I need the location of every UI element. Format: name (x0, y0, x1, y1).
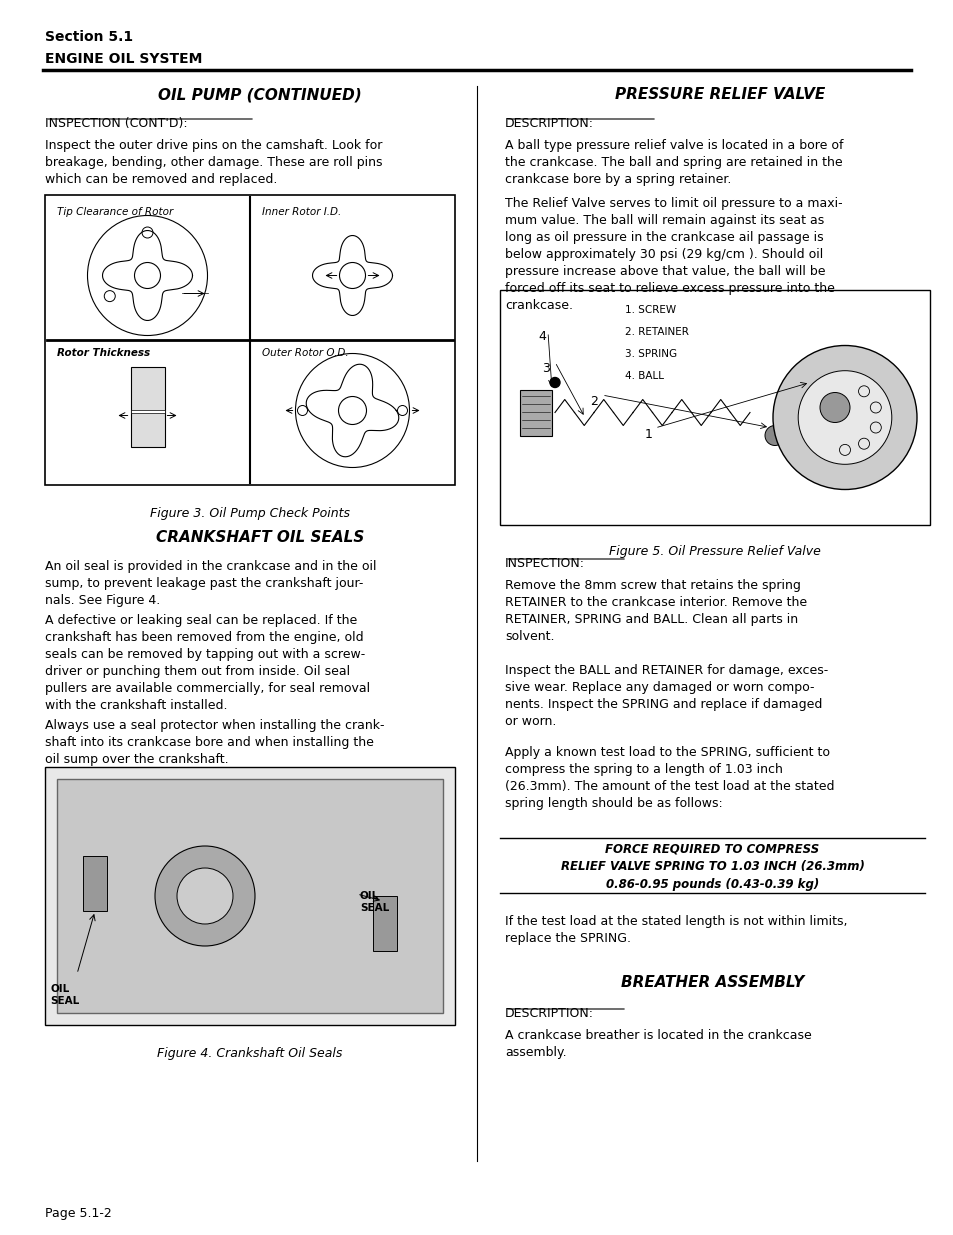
Circle shape (764, 426, 784, 446)
Text: A crankcase breather is located in the crankcase
assembly.: A crankcase breather is located in the c… (504, 1029, 811, 1058)
Text: Rotor Thickness: Rotor Thickness (57, 348, 150, 358)
Text: ENGINE OIL SYSTEM: ENGINE OIL SYSTEM (45, 52, 202, 65)
Circle shape (154, 846, 254, 946)
Bar (499, 290, 929, 525)
Text: CRANKSHAFT OIL SEALS: CRANKSHAFT OIL SEALS (155, 530, 364, 545)
Text: 0.86-0.95 pounds (0.43-0.39 kg): 0.86-0.95 pounds (0.43-0.39 kg) (605, 878, 819, 890)
Bar (57, 779, 442, 1013)
Text: Remove the 8mm screw that retains the spring
RETAINER to the crankcase interior.: Remove the 8mm screw that retains the sp… (504, 579, 806, 643)
Text: Inner Rotor I.D.: Inner Rotor I.D. (262, 207, 341, 217)
Circle shape (820, 393, 849, 422)
Text: DESCRIPTION:: DESCRIPTION: (504, 1007, 594, 1020)
Bar (519, 389, 552, 436)
Text: OIL
SEAL: OIL SEAL (359, 890, 389, 913)
Bar (83, 856, 107, 911)
Text: Tip Clearance of Rotor: Tip Clearance of Rotor (57, 207, 173, 217)
Text: 1: 1 (644, 429, 652, 441)
Text: 1. SCREW: 1. SCREW (624, 305, 676, 315)
Text: OIL
SEAL: OIL SEAL (50, 984, 79, 1005)
Text: Outer Rotor O.D.: Outer Rotor O.D. (262, 348, 348, 358)
Circle shape (772, 346, 916, 489)
Bar (373, 897, 396, 951)
Text: INSPECTION (CONT'D):: INSPECTION (CONT'D): (45, 117, 188, 130)
Text: OIL PUMP (CONTINUED): OIL PUMP (CONTINUED) (158, 86, 361, 103)
Text: Page 5.1-2: Page 5.1-2 (45, 1207, 112, 1220)
Text: 2. RETAINER: 2. RETAINER (624, 327, 688, 337)
Text: Inspect the outer drive pins on the camshaft. Look for
breakage, bending, other : Inspect the outer drive pins on the cams… (45, 140, 382, 186)
Circle shape (550, 378, 559, 388)
Text: DESCRIPTION:: DESCRIPTION: (504, 117, 594, 130)
Text: A defective or leaking seal can be replaced. If the
crankshaft has been removed : A defective or leaking seal can be repla… (45, 614, 370, 713)
Text: INSPECTION:: INSPECTION: (504, 557, 584, 571)
Text: FORCE REQUIRED TO COMPRESS: FORCE REQUIRED TO COMPRESS (605, 842, 819, 855)
Bar (131, 368, 164, 447)
Text: Section 5.1: Section 5.1 (45, 30, 133, 44)
Circle shape (798, 370, 891, 464)
Bar (45, 195, 455, 485)
Text: The Relief Valve serves to limit oil pressure to a maxi-
mum value. The ball wil: The Relief Valve serves to limit oil pre… (504, 198, 841, 312)
Text: 4: 4 (537, 330, 545, 343)
Bar (131, 410, 164, 414)
Text: 3: 3 (541, 362, 549, 375)
Text: PRESSURE RELIEF VALVE: PRESSURE RELIEF VALVE (615, 86, 824, 103)
Bar (45, 767, 455, 1025)
Text: RELIEF VALVE SPRING TO 1.03 INCH (26.3mm): RELIEF VALVE SPRING TO 1.03 INCH (26.3mm… (560, 860, 863, 873)
Text: Always use a seal protector when installing the crank-
shaft into its crankcase : Always use a seal protector when install… (45, 719, 384, 766)
Text: BREATHER ASSEMBLY: BREATHER ASSEMBLY (620, 974, 803, 990)
Text: A ball type pressure relief valve is located in a bore of
the crankcase. The bal: A ball type pressure relief valve is loc… (504, 140, 842, 186)
Text: 3. SPRING: 3. SPRING (624, 350, 677, 359)
Text: An oil seal is provided in the crankcase and in the oil
sump, to prevent leakage: An oil seal is provided in the crankcase… (45, 559, 376, 606)
Text: Figure 4. Crankshaft Oil Seals: Figure 4. Crankshaft Oil Seals (157, 1047, 342, 1060)
Text: If the test load at the stated length is not within limits,
replace the SPRING.: If the test load at the stated length is… (504, 915, 846, 945)
Text: Inspect the BALL and RETAINER for damage, exces-
sive wear. Replace any damaged : Inspect the BALL and RETAINER for damage… (504, 664, 827, 727)
Text: Apply a known test load to the SPRING, sufficient to
compress the spring to a le: Apply a known test load to the SPRING, s… (504, 746, 834, 810)
Text: Figure 5. Oil Pressure Relief Valve: Figure 5. Oil Pressure Relief Valve (608, 545, 821, 558)
Text: 2: 2 (589, 395, 598, 408)
Circle shape (177, 868, 233, 924)
Text: 4. BALL: 4. BALL (624, 370, 663, 382)
Text: Figure 3. Oil Pump Check Points: Figure 3. Oil Pump Check Points (150, 508, 350, 520)
